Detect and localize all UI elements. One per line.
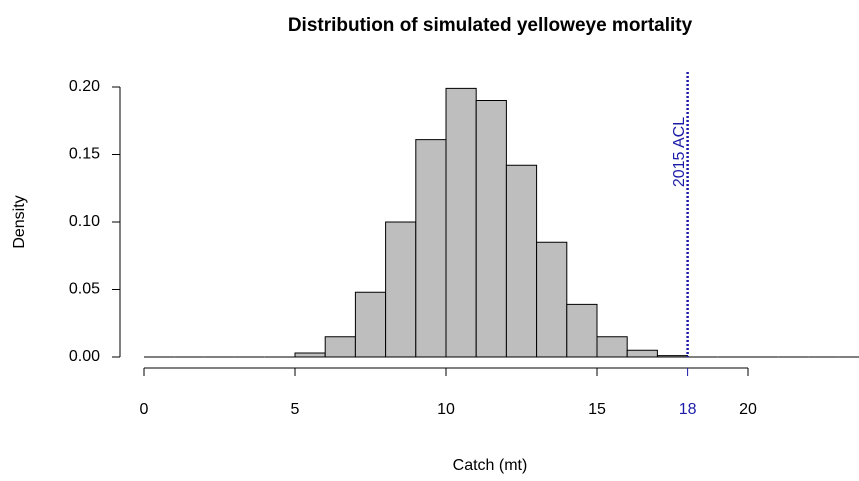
bar: [626, 349, 658, 358]
x-tick-label: 10: [437, 401, 455, 418]
reference-label: 2015 ACL: [671, 117, 688, 187]
y-axis-label: Density: [11, 195, 28, 248]
y-tick-label: 0.10: [69, 213, 100, 230]
bar: [505, 164, 538, 358]
bar: [354, 291, 387, 358]
bar: [566, 303, 598, 358]
x-tick-label: 20: [739, 401, 757, 418]
y-tick-label: 0.15: [69, 146, 100, 163]
bar: [596, 336, 628, 358]
y-tick-label: 0.00: [69, 348, 100, 365]
bar: [324, 336, 356, 358]
bar: [656, 355, 689, 358]
bar: [294, 352, 326, 358]
bar: [445, 87, 477, 358]
bar: [415, 139, 447, 358]
bar: [536, 241, 568, 358]
x-tick-label: 0: [140, 401, 149, 418]
y-tick-label: 0.20: [69, 78, 100, 95]
y-tick-label: 0.05: [69, 281, 100, 298]
x-tick-label: 5: [291, 401, 300, 418]
bar: [475, 100, 507, 358]
reference-tick-label: 18: [679, 401, 697, 418]
bar: [385, 221, 417, 358]
x-axis-label: Catch (mt): [453, 457, 528, 474]
chart-title: Distribution of simulated yelloweye mort…: [288, 15, 693, 36]
x-tick-label: 15: [588, 401, 606, 418]
